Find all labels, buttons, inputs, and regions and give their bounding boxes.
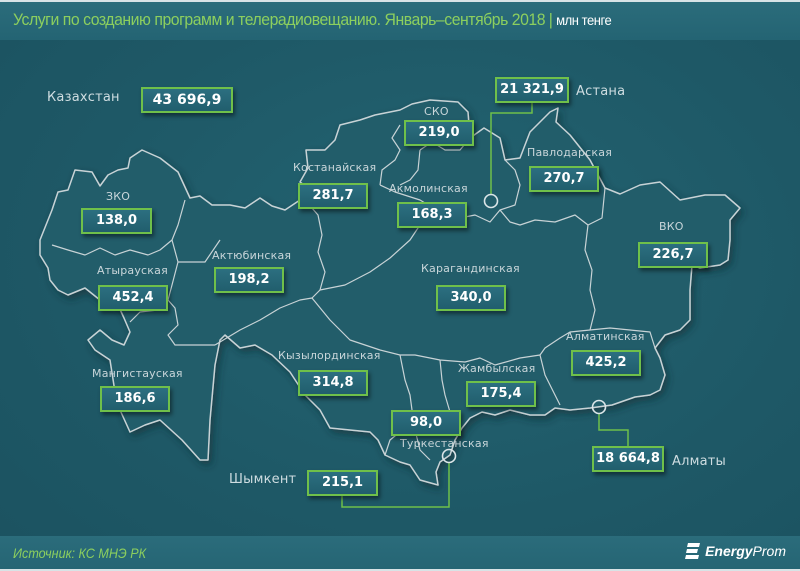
- shymkent-label: Шымкент: [229, 472, 297, 487]
- logo-text-bold: Energy: [705, 543, 753, 559]
- region-value-atyrau: 452,4: [98, 285, 168, 311]
- region-value-kostanay: 281,7: [298, 183, 368, 209]
- city-connectors: [341, 100, 629, 508]
- region-label-pavlodar: Павлодарская: [527, 146, 613, 159]
- region-label-aktobe: Актюбинская: [212, 249, 292, 262]
- source-note: Источник: КС МНЭ РК: [13, 545, 147, 561]
- region-value-kyzylorda: 314,8: [298, 370, 368, 396]
- region-value-zhambyl: 175,4: [466, 381, 536, 407]
- astana-marker-icon: [483, 193, 499, 209]
- title-separator: |: [548, 10, 553, 29]
- region-label-kostanay: Костанайская: [293, 161, 377, 174]
- almaty-marker-icon: [591, 399, 607, 415]
- region-label-zhambyl: Жамбылская: [458, 362, 536, 375]
- region-label-vko: ВКО: [659, 220, 684, 233]
- region-value-karaganda: 340,0: [436, 285, 506, 311]
- shymkent-value: 215,1: [307, 470, 378, 496]
- region-label-akmola: Акмолинская: [389, 182, 468, 195]
- footer-bar: Источник: КС МНЭ РК EnergyProm: [0, 536, 800, 571]
- region-value-pavlodar: 270,7: [529, 166, 599, 192]
- region-value-vko: 226,7: [638, 242, 708, 268]
- region-label-mangystau: Мангистауская: [92, 367, 183, 380]
- region-value-turkestan: 98,0: [391, 410, 461, 436]
- region-label-zko: ЗКО: [106, 190, 131, 203]
- region-label-karaganda: Карагандинская: [421, 262, 520, 275]
- unit-label: млн тенге: [556, 12, 612, 28]
- page-title: Услуги по созданию программ и телерадиов…: [13, 10, 612, 30]
- region-value-mangystau: 186,6: [100, 386, 170, 412]
- almaty-label: Алматы: [672, 454, 727, 469]
- astana-value: 21 321,9: [495, 77, 569, 103]
- region-value-aktobe: 198,2: [214, 267, 284, 293]
- logo-text-regular: Prom: [752, 543, 786, 559]
- almaty-value: 18 664,8: [592, 446, 664, 472]
- total-value: 43 696,9: [141, 87, 233, 113]
- energyprom-logo-icon: [685, 543, 701, 559]
- logo-text: EnergyProm: [705, 543, 786, 559]
- region-label-kyzylorda: Кызылординская: [278, 349, 381, 362]
- shymkent-connector: [341, 462, 450, 508]
- astana-label: Астана: [576, 84, 626, 99]
- region-value-sko: 219,0: [404, 120, 474, 146]
- region-value-akmola: 168,3: [397, 202, 467, 228]
- region-label-almaty-region: Алматинская: [566, 330, 645, 343]
- header-bar: Услуги по созданию программ и телерадиов…: [0, 0, 800, 40]
- total-label: Казахстан: [47, 90, 120, 105]
- region-label-turkestan: Туркестанская: [400, 437, 489, 450]
- energyprom-logo: EnergyProm: [685, 542, 786, 560]
- region-value-almaty-region: 425,2: [571, 350, 641, 376]
- almaty-connector: [598, 413, 629, 446]
- shymkent-marker-icon: [441, 448, 457, 464]
- astana-connector: [490, 100, 533, 195]
- region-value-zko: 138,0: [81, 208, 152, 234]
- region-label-atyrau: Атырауская: [97, 264, 168, 277]
- region-label-sko: СКО: [424, 105, 449, 118]
- title-text: Услуги по созданию программ и телерадиов…: [13, 10, 546, 29]
